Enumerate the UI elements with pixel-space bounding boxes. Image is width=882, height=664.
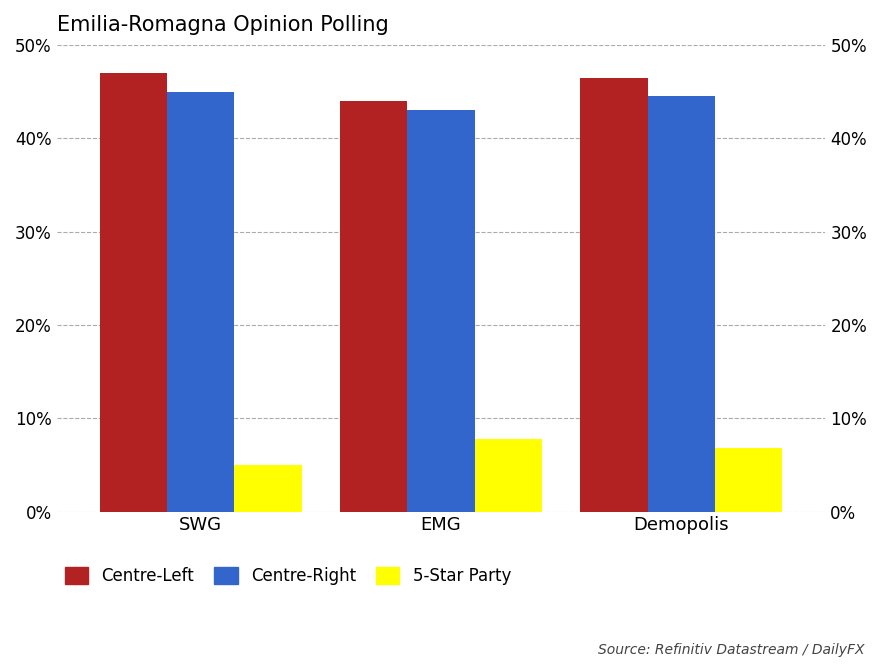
Bar bbox=[340, 101, 407, 511]
Bar bbox=[580, 78, 647, 511]
Text: Source: Refinitiv Datastream / DailyFX: Source: Refinitiv Datastream / DailyFX bbox=[598, 643, 864, 657]
Text: Emilia-Romagna Opinion Polling: Emilia-Romagna Opinion Polling bbox=[56, 15, 388, 35]
Bar bbox=[715, 448, 782, 511]
Bar bbox=[167, 92, 235, 511]
Bar bbox=[647, 96, 715, 511]
Bar bbox=[100, 73, 167, 511]
Bar bbox=[235, 465, 302, 511]
Bar bbox=[407, 110, 475, 511]
Bar bbox=[475, 439, 542, 511]
Legend: Centre-Left, Centre-Right, 5-Star Party: Centre-Left, Centre-Right, 5-Star Party bbox=[65, 566, 512, 585]
